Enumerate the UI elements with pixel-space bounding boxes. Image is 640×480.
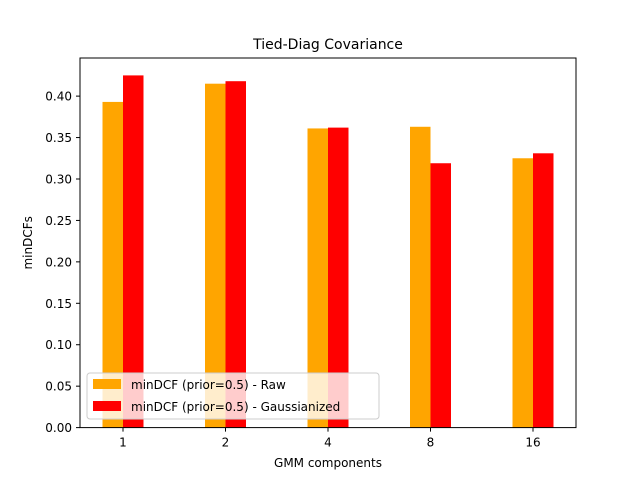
bar-raw-16 bbox=[512, 158, 533, 428]
bar-gaussianized-8 bbox=[430, 163, 451, 428]
legend: minDCF (prior=0.5) - Raw minDCF (prior=0… bbox=[86, 372, 380, 420]
x-tick-label-2: 2 bbox=[222, 436, 230, 450]
y-tick-label-0.30: 0.30 bbox=[45, 172, 72, 186]
y-axis-label: minDCFs bbox=[21, 216, 35, 269]
y-axis: 0.00 0.05 0.10 0.15 0.20 0.25 0.30 0.35 0.40 bbox=[45, 90, 80, 435]
x-axis-label: GMM components bbox=[274, 456, 382, 470]
x-tick-label-1: 1 bbox=[119, 436, 127, 450]
y-tick-label-0.40: 0.40 bbox=[45, 90, 72, 104]
legend-swatch-raw bbox=[93, 379, 121, 389]
y-tick-label-0.10: 0.10 bbox=[45, 338, 72, 352]
x-axis: 1 2 4 8 16 bbox=[119, 427, 541, 450]
legend-frame bbox=[86, 372, 380, 420]
x-tick-label-8: 8 bbox=[427, 436, 435, 450]
y-tick-label-0.35: 0.35 bbox=[45, 131, 72, 145]
x-tick-label-16: 16 bbox=[525, 436, 540, 450]
y-tick-label-0.00: 0.00 bbox=[45, 421, 72, 435]
y-tick-label-0.20: 0.20 bbox=[45, 255, 72, 269]
y-tick-label-0.25: 0.25 bbox=[45, 214, 72, 228]
bar-gaussianized-2 bbox=[225, 81, 246, 428]
legend-label-gaussianized: minDCF (prior=0.5) - Gaussianized bbox=[131, 400, 340, 414]
bar-gaussianized-16 bbox=[533, 153, 554, 428]
y-tick-label-0.05: 0.05 bbox=[45, 380, 72, 394]
bar-gaussianized-4 bbox=[328, 127, 349, 428]
chart-title: Tied-Diag Covariance bbox=[252, 37, 403, 53]
legend-swatch-gaussianized bbox=[93, 401, 121, 411]
y-tick-label-0.15: 0.15 bbox=[45, 297, 72, 311]
bar-raw-8 bbox=[410, 126, 431, 428]
bar-raw-2 bbox=[205, 83, 226, 428]
bar-gaussianized-1 bbox=[123, 75, 144, 428]
bars-group bbox=[102, 75, 554, 428]
bar-raw-1 bbox=[102, 101, 123, 428]
bar-raw-4 bbox=[307, 128, 328, 428]
legend-label-raw: minDCF (prior=0.5) - Raw bbox=[131, 378, 286, 392]
x-tick-label-4: 4 bbox=[324, 436, 332, 450]
